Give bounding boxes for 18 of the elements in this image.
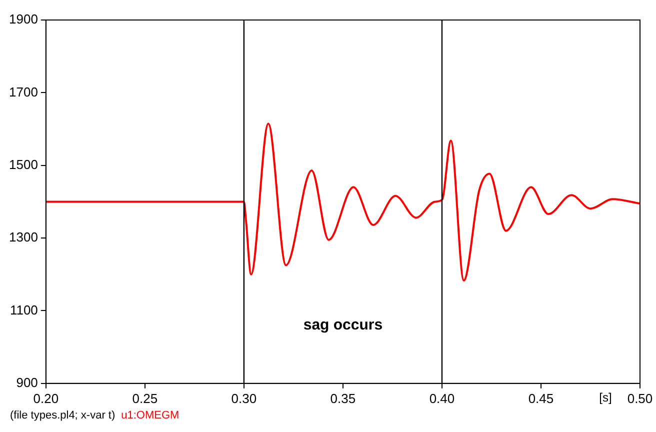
- x-tick-label: 0.45: [528, 390, 554, 406]
- y-tick-label: 1300: [9, 230, 38, 245]
- text: u1:OMEGM: [121, 409, 180, 422]
- x-tick-label: 0.40: [429, 390, 455, 406]
- y-tick-label: 1900: [9, 12, 38, 27]
- x-tick-label: 0.25: [132, 390, 158, 406]
- y-tick-label: 1100: [10, 302, 38, 318]
- y-tick-label: 900: [16, 374, 38, 390]
- y-tick-label: 1700: [9, 84, 38, 100]
- y-tick-label: 1500: [9, 156, 38, 172]
- x-axis-title: [s]: [599, 390, 612, 405]
- x-tick-label: 0.30: [231, 390, 257, 406]
- x-tick-label: 0.20: [33, 390, 59, 406]
- annotation: sag occurs: [303, 316, 383, 334]
- x-tick-label: 0.50: [627, 390, 653, 406]
- text: (file types.pl4; x-var t): [10, 409, 116, 422]
- x-tick-label: 0.35: [330, 390, 356, 406]
- line-series: [46, 122, 640, 282]
